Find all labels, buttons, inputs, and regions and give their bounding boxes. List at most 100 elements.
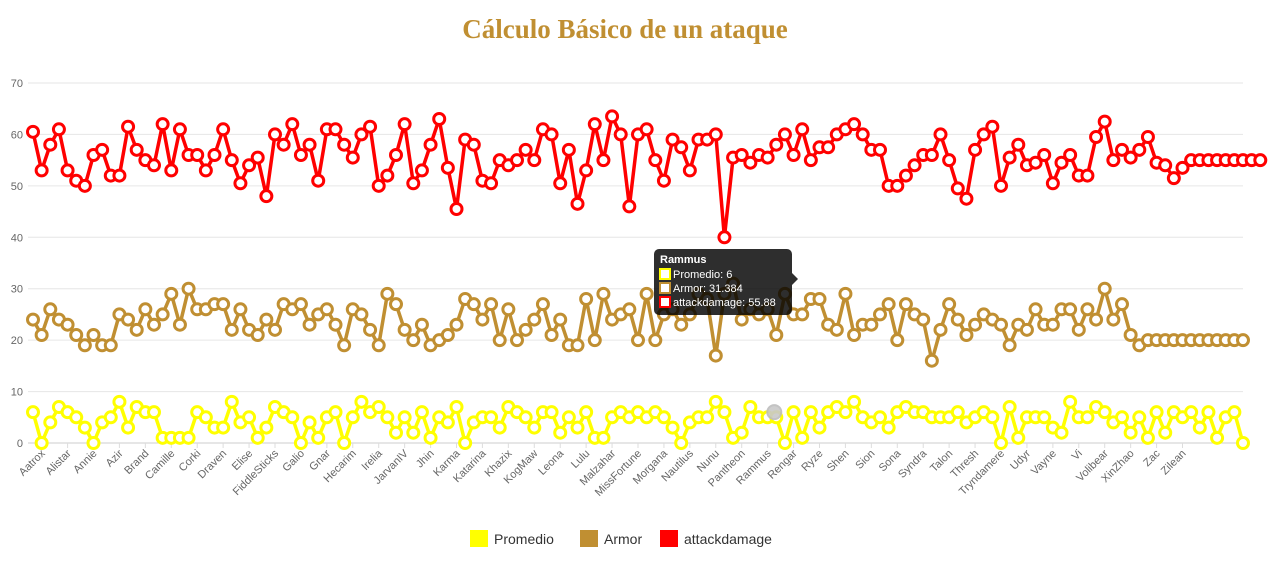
data-point[interactable] bbox=[890, 178, 905, 193]
data-point[interactable] bbox=[890, 333, 905, 348]
data-point[interactable] bbox=[786, 405, 801, 420]
data-point[interactable] bbox=[1002, 400, 1017, 414]
data-point[interactable] bbox=[803, 153, 818, 168]
data-point[interactable] bbox=[795, 122, 810, 137]
data-point[interactable] bbox=[484, 410, 499, 425]
data-point[interactable] bbox=[129, 322, 144, 337]
data-point[interactable] bbox=[1158, 425, 1173, 440]
data-point[interactable] bbox=[976, 127, 991, 142]
data-point[interactable] bbox=[700, 410, 715, 425]
data-point[interactable] bbox=[406, 425, 421, 440]
data-point[interactable] bbox=[803, 405, 818, 420]
data-point[interactable] bbox=[285, 117, 300, 132]
chart-series[interactable] bbox=[26, 109, 1268, 450]
data-point[interactable] bbox=[216, 297, 231, 312]
data-point[interactable] bbox=[708, 127, 723, 142]
data-point[interactable] bbox=[95, 142, 110, 157]
data-point[interactable] bbox=[397, 410, 412, 425]
chart-legend[interactable]: Promedio Armor attackdamage bbox=[470, 530, 772, 547]
data-point[interactable] bbox=[345, 410, 360, 425]
data-point[interactable] bbox=[916, 312, 931, 327]
data-point[interactable] bbox=[1253, 153, 1268, 168]
data-point[interactable] bbox=[397, 322, 412, 337]
data-point[interactable] bbox=[708, 348, 723, 363]
data-point[interactable] bbox=[1037, 148, 1052, 162]
data-point[interactable] bbox=[414, 317, 429, 332]
data-point[interactable] bbox=[648, 333, 663, 348]
data-point[interactable] bbox=[389, 148, 403, 162]
data-point[interactable] bbox=[656, 410, 671, 425]
data-point[interactable] bbox=[570, 338, 585, 353]
data-point[interactable] bbox=[397, 117, 412, 132]
data-point[interactable] bbox=[933, 322, 948, 337]
data-point[interactable] bbox=[1184, 405, 1199, 420]
data-point[interactable] bbox=[216, 420, 231, 435]
data-point[interactable] bbox=[414, 405, 429, 420]
data-point[interactable] bbox=[103, 410, 118, 425]
data-point[interactable] bbox=[302, 415, 317, 430]
data-point[interactable] bbox=[43, 137, 58, 152]
data-point[interactable] bbox=[77, 178, 92, 193]
data-point[interactable] bbox=[190, 148, 205, 162]
data-point[interactable] bbox=[605, 109, 620, 124]
data-point[interactable] bbox=[311, 430, 326, 445]
data-point[interactable] bbox=[268, 127, 282, 142]
data-point[interactable] bbox=[1158, 158, 1173, 173]
data-point[interactable] bbox=[1071, 322, 1086, 337]
data-point[interactable] bbox=[147, 317, 161, 332]
data-point[interactable] bbox=[527, 153, 542, 168]
data-point[interactable] bbox=[363, 119, 378, 134]
data-point[interactable] bbox=[821, 140, 836, 155]
data-point[interactable] bbox=[510, 153, 524, 168]
data-point[interactable] bbox=[570, 196, 585, 211]
data-point[interactable] bbox=[224, 394, 239, 409]
data-point[interactable] bbox=[440, 328, 455, 342]
data-point[interactable] bbox=[1080, 302, 1095, 317]
data-point[interactable] bbox=[1140, 430, 1155, 445]
data-point[interactable] bbox=[138, 302, 153, 317]
data-point[interactable] bbox=[898, 168, 913, 183]
data-point[interactable] bbox=[34, 328, 49, 342]
data-point[interactable] bbox=[622, 302, 637, 317]
data-point[interactable] bbox=[527, 312, 542, 327]
data-point[interactable] bbox=[1089, 130, 1104, 144]
data-point[interactable] bbox=[933, 127, 948, 142]
data-point[interactable] bbox=[881, 420, 896, 435]
data-point[interactable] bbox=[1210, 430, 1225, 445]
data-point[interactable] bbox=[285, 410, 300, 425]
data-point[interactable] bbox=[259, 312, 274, 327]
legend-item-armor[interactable]: Armor bbox=[580, 530, 642, 547]
data-point[interactable] bbox=[242, 158, 257, 173]
data-point[interactable] bbox=[86, 328, 101, 342]
data-point[interactable] bbox=[164, 286, 179, 301]
data-point[interactable] bbox=[129, 142, 144, 157]
data-point[interactable] bbox=[682, 163, 697, 178]
data-point[interactable] bbox=[449, 202, 464, 216]
data-point[interactable] bbox=[60, 317, 75, 332]
data-point[interactable] bbox=[198, 410, 213, 425]
data-point[interactable] bbox=[579, 405, 594, 420]
data-point[interactable] bbox=[570, 420, 585, 435]
data-point[interactable] bbox=[1123, 425, 1138, 440]
data-point[interactable] bbox=[1106, 153, 1121, 168]
data-point[interactable] bbox=[406, 176, 421, 191]
data-point[interactable] bbox=[959, 191, 974, 206]
data-point[interactable] bbox=[484, 176, 499, 191]
data-point[interactable] bbox=[553, 176, 568, 191]
data-point[interactable] bbox=[717, 230, 732, 245]
data-point[interactable] bbox=[164, 163, 179, 178]
data-point[interactable] bbox=[181, 430, 196, 445]
data-point[interactable] bbox=[1123, 328, 1138, 342]
legend-item-attackdamage[interactable]: attackdamage bbox=[660, 530, 772, 547]
data-point[interactable] bbox=[371, 400, 386, 414]
data-point[interactable] bbox=[994, 317, 1008, 332]
data-point[interactable] bbox=[734, 148, 749, 162]
data-point[interactable] bbox=[959, 328, 974, 342]
data-point[interactable] bbox=[596, 430, 611, 445]
data-point[interactable] bbox=[337, 436, 352, 450]
data-point[interactable] bbox=[518, 410, 533, 425]
data-point[interactable] bbox=[475, 312, 490, 327]
data-point[interactable] bbox=[1011, 137, 1026, 152]
data-point[interactable] bbox=[561, 410, 576, 425]
